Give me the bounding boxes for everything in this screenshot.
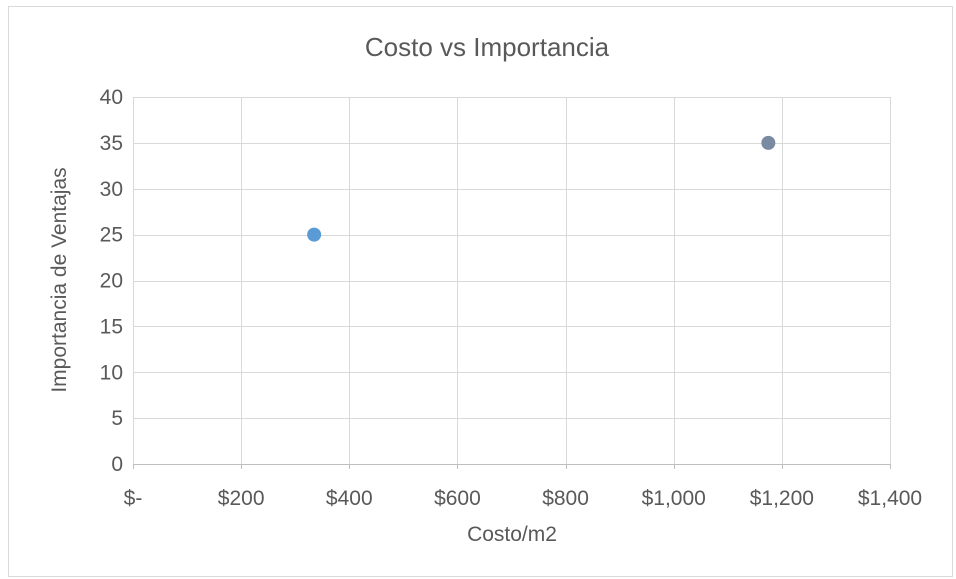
x-tick-label: $- bbox=[124, 487, 143, 510]
x-axis-label: Costo/m2 bbox=[467, 523, 557, 546]
y-axis-label: Importancia de Ventajas bbox=[48, 167, 71, 392]
chart-frame bbox=[8, 6, 953, 577]
y-tick-label: 10 bbox=[100, 361, 123, 384]
x-tick-label: $1,400 bbox=[858, 487, 922, 510]
x-tick-label: $1,200 bbox=[750, 487, 814, 510]
x-tick-label: $400 bbox=[326, 487, 373, 510]
y-tick-label: 35 bbox=[100, 132, 123, 155]
data-point bbox=[307, 227, 322, 242]
data-points bbox=[307, 135, 776, 242]
y-tick-label: 5 bbox=[111, 407, 123, 430]
y-tick-label: 15 bbox=[100, 315, 123, 338]
x-tick-label: $800 bbox=[542, 487, 589, 510]
data-point bbox=[761, 135, 776, 150]
x-tick-label: $1,000 bbox=[642, 487, 706, 510]
x-tick-label: $200 bbox=[218, 487, 265, 510]
y-tick-label: 30 bbox=[100, 178, 123, 201]
y-tick-label: 20 bbox=[100, 270, 123, 293]
x-tick-label: $600 bbox=[434, 487, 481, 510]
chart-title: Costo vs Importancia bbox=[365, 32, 610, 62]
y-tick-label: 0 bbox=[111, 453, 123, 476]
grid-layer bbox=[133, 97, 891, 464]
axis-layer bbox=[133, 97, 891, 469]
y-tick-label: 25 bbox=[100, 224, 123, 247]
y-tick-label: 40 bbox=[100, 86, 123, 109]
tick-labels: 0 5 10 15 20 25 30 35 40 $- $200 $400 $600 $800 $1,000… bbox=[100, 86, 922, 510]
